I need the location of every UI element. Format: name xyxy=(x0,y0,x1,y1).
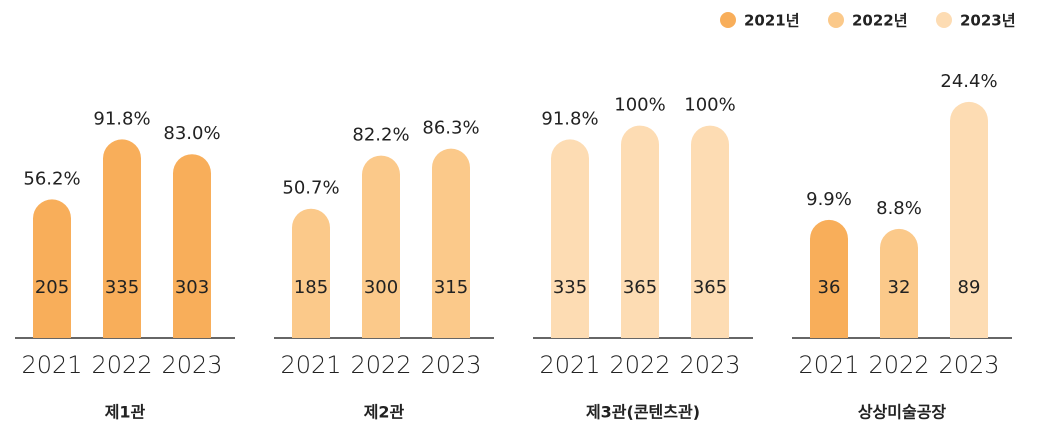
value-label: 9.9% xyxy=(806,189,852,210)
count-label: 303 xyxy=(175,277,209,298)
legend-swatch xyxy=(936,12,952,28)
panel-title: 상상미술공장 xyxy=(858,403,947,422)
bar xyxy=(292,208,330,338)
bar xyxy=(691,125,729,338)
legend-label: 2021년 xyxy=(744,12,800,30)
legend-label: 2023년 xyxy=(960,12,1016,30)
x-tick-label: 2023 xyxy=(420,351,481,379)
bar xyxy=(103,139,141,338)
count-label: 365 xyxy=(693,277,727,298)
value-label: 50.7% xyxy=(282,178,339,199)
bar xyxy=(432,148,470,338)
count-label: 315 xyxy=(434,277,468,298)
bar xyxy=(621,125,659,338)
bar xyxy=(33,199,71,338)
legend-label: 2022년 xyxy=(852,12,908,30)
bar xyxy=(173,154,211,338)
panel-title: 제3관(콘텐츠관) xyxy=(586,403,700,422)
count-label: 205 xyxy=(35,277,69,298)
x-tick-label: 2022 xyxy=(868,351,929,379)
bar xyxy=(880,228,918,338)
count-label: 36 xyxy=(818,277,841,298)
count-label: 335 xyxy=(105,277,139,298)
count-label: 185 xyxy=(294,277,328,298)
count-label: 335 xyxy=(553,277,587,298)
count-label: 32 xyxy=(888,277,911,298)
value-label: 100% xyxy=(614,95,665,116)
value-label: 91.8% xyxy=(541,108,598,129)
value-label: 100% xyxy=(684,95,735,116)
x-tick-label: 2021 xyxy=(539,351,600,379)
bar xyxy=(362,155,400,338)
x-tick-label: 2021 xyxy=(280,351,341,379)
value-label: 56.2% xyxy=(23,168,80,189)
value-label: 24.4% xyxy=(940,71,997,92)
x-tick-label: 2023 xyxy=(938,351,999,379)
x-tick-label: 2023 xyxy=(679,351,740,379)
value-label: 8.8% xyxy=(876,198,922,219)
value-label: 91.8% xyxy=(93,108,150,129)
x-tick-label: 2022 xyxy=(91,351,152,379)
x-tick-label: 2021 xyxy=(798,351,859,379)
x-tick-label: 2022 xyxy=(350,351,411,379)
value-label: 83.0% xyxy=(163,123,220,144)
count-label: 300 xyxy=(364,277,398,298)
bar xyxy=(810,219,848,338)
value-label: 82.2% xyxy=(352,125,409,146)
value-label: 86.3% xyxy=(422,118,479,139)
count-label: 89 xyxy=(958,277,981,298)
count-label: 365 xyxy=(623,277,657,298)
legend-swatch xyxy=(828,12,844,28)
x-tick-label: 2021 xyxy=(21,351,82,379)
bar xyxy=(551,139,589,338)
x-tick-label: 2022 xyxy=(609,351,670,379)
panel-title: 제1관 xyxy=(105,403,146,422)
x-tick-label: 2023 xyxy=(161,351,222,379)
legend-swatch xyxy=(720,12,736,28)
bar xyxy=(950,101,988,339)
panel-title: 제2관 xyxy=(364,403,405,422)
